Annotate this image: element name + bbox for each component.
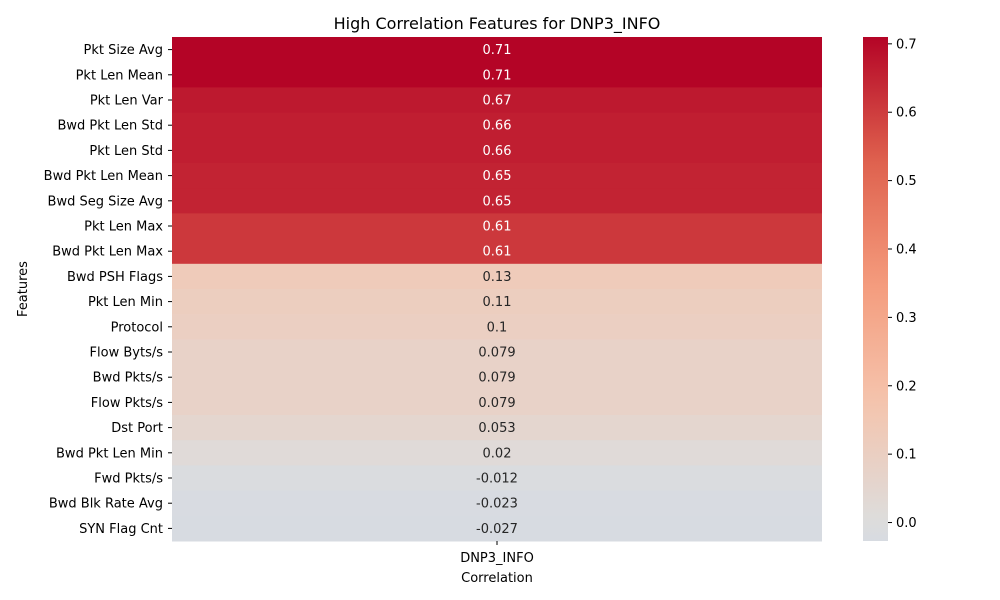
colorbar-tick-label: 0.5 [896, 174, 917, 189]
heatmap-cell [172, 37, 822, 63]
row-tick-label: Bwd Pkt Len Max [52, 245, 163, 260]
colorbar-tick-label: 0.3 [896, 311, 917, 326]
cell-value-label: 0.71 [483, 43, 512, 58]
heatmap-cell [172, 62, 822, 88]
cell-value-label: -0.023 [476, 497, 518, 512]
heatmap-cell [172, 314, 822, 340]
heatmap-cell [172, 440, 822, 466]
cell-value-label: 0.61 [483, 220, 512, 235]
heatmap-cell [172, 263, 822, 290]
row-tick-label: Dst Port [111, 421, 163, 436]
cell-value-label: 0.66 [483, 144, 512, 159]
cell-value-label: 0.67 [483, 94, 512, 109]
row-tick-label: Pkt Size Avg [84, 43, 164, 58]
heatmap-cell [172, 339, 822, 366]
cell-value-label: -0.027 [476, 522, 518, 537]
cell-value-label: 0.11 [483, 295, 512, 310]
y-axis-label: Features [16, 261, 31, 317]
heatmap-cell [172, 238, 822, 265]
cell-value-label: 0.079 [478, 396, 515, 411]
row-tick-label: Pkt Len Min [88, 295, 163, 310]
cell-value-label: 0.02 [483, 446, 512, 461]
row-tick-label: Protocol [111, 320, 163, 335]
row-tick-label: SYN Flag Cnt [79, 522, 163, 537]
cell-value-label: 0.13 [483, 270, 512, 285]
row-tick-label: Bwd Pkt Len Min [56, 446, 163, 461]
heatmap-cell [172, 163, 822, 189]
heatmap-cell [172, 87, 822, 114]
cell-value-label: 0.079 [478, 371, 515, 386]
row-tick-label: Pkt Len Var [90, 94, 164, 109]
heatmap-cell [172, 289, 822, 315]
colorbar-tick-label: 0.2 [896, 379, 917, 394]
cell-value-label: 0.65 [483, 194, 512, 209]
row-tick-label: Bwd Pkt Len Mean [44, 169, 163, 184]
cell-value-label: 0.66 [483, 119, 512, 134]
chart-title: High Correlation Features for DNP3_INFO [334, 14, 661, 34]
colorbar-tick-label: 0.6 [896, 106, 917, 121]
heatmap-cells: 0.71 0.71 0.67 0.66 0.66 0.65 0.65 0.61 0.61 0.13… [172, 37, 822, 542]
colorbar-gradient [863, 37, 888, 541]
column-tick-label: DNP3_INFO [460, 551, 534, 566]
x-axis-label: Correlation [461, 571, 533, 586]
heatmap-cell [172, 389, 822, 416]
colorbar-tick-label: 0.7 [896, 37, 917, 52]
row-tick-label: Pkt Len Max [84, 220, 163, 235]
heatmap-cell [172, 213, 822, 240]
cell-value-label: 0.61 [483, 245, 512, 260]
cell-value-label: 0.65 [483, 169, 512, 184]
heatmap-cell [172, 465, 822, 492]
colorbar-tick-label: 0.1 [896, 448, 917, 463]
row-tick-label: Bwd PSH Flags [67, 270, 163, 285]
row-tick-labels: Pkt Size Avg Pkt Len Mean Pkt Len Var Bwd P… [44, 43, 172, 537]
row-tick-label: Flow Byts/s [90, 346, 164, 361]
heatmap-cell [172, 415, 822, 441]
row-tick-label: Bwd Seg Size Avg [48, 194, 163, 209]
row-tick-label: Pkt Len Std [89, 144, 163, 159]
heatmap-cell [172, 188, 822, 214]
cell-value-label: 0.053 [478, 421, 515, 436]
cell-value-label: 0.1 [487, 320, 508, 335]
cell-value-label: 0.71 [483, 68, 512, 83]
row-tick-label: Flow Pkts/s [91, 396, 163, 411]
colorbar-tick-label: 0.0 [896, 516, 917, 531]
row-tick-label: Bwd Pkt Len Std [57, 119, 163, 134]
colorbar-tick-label: 0.4 [896, 242, 917, 257]
row-tick-label: Bwd Pkts/s [93, 371, 164, 386]
heatmap-cell [172, 490, 822, 517]
heatmap-cell [172, 112, 822, 139]
row-tick-label: Pkt Len Mean [76, 68, 163, 83]
colorbar: 0.0 0.1 0.2 0.3 0.4 0.5 0.6 0.7 [863, 37, 917, 541]
row-tick-label: Bwd Blk Rate Avg [49, 497, 163, 512]
heatmap-cell [172, 137, 822, 164]
column-tick-labels: DNP3_INFO [460, 541, 534, 566]
cell-value-label: 0.079 [478, 346, 515, 361]
heatmap-cell [172, 515, 822, 542]
heatmap-cell [172, 364, 822, 391]
row-tick-label: Fwd Pkts/s [94, 472, 163, 487]
cell-value-label: -0.012 [476, 472, 518, 487]
